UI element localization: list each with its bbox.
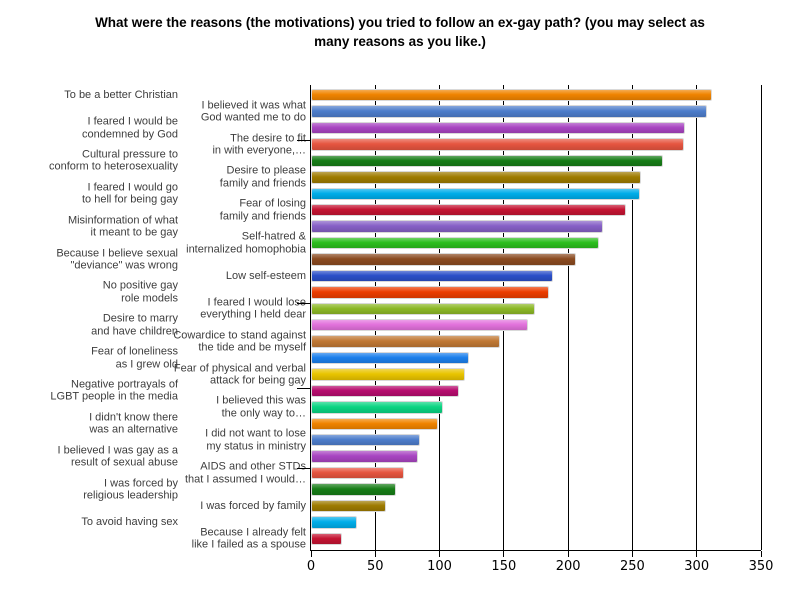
label-leader-line — [297, 302, 310, 304]
bar — [311, 105, 707, 118]
x-tick-label: 350 — [748, 559, 774, 574]
x-tick-label: 50 — [367, 559, 384, 574]
bar-label: No positive gay role models — [102, 279, 178, 305]
bar-label: Desire to marry and have children — [91, 312, 178, 338]
bar-label: Desire to please family and friends — [219, 164, 306, 190]
bar — [311, 466, 404, 480]
bar-label: Because I believe sexual "deviance" was … — [56, 247, 178, 272]
bar-label: Cowardice to stand against the tide and … — [173, 329, 306, 354]
x-tick-label: 200 — [555, 559, 581, 574]
bar-label: Because I already felt like I failed as … — [191, 526, 306, 551]
bar-label: AIDS and other STDs that I assumed I wou… — [184, 460, 306, 486]
bar — [311, 483, 396, 496]
x-tick-label: 250 — [620, 559, 645, 574]
bar — [311, 203, 626, 217]
x-axis-tick — [503, 551, 505, 557]
bar-label: To be a better Christian — [64, 88, 178, 101]
bar — [311, 269, 553, 283]
bar — [311, 171, 642, 184]
x-axis-tick — [696, 551, 698, 557]
bar — [311, 417, 439, 431]
x-axis-tick — [310, 551, 312, 557]
bar-label: The desire to fit in with everyone,… — [212, 132, 306, 157]
bar — [311, 318, 529, 332]
bar-label: Negative portrayals of LGBT people in th… — [50, 378, 178, 403]
bar — [311, 450, 418, 463]
bar — [311, 433, 421, 447]
bar — [311, 154, 664, 168]
bar-label: To avoid having sex — [81, 516, 178, 529]
bar — [311, 220, 603, 233]
x-tick-label: 100 — [427, 559, 452, 574]
bar-label: Misinformation of what it meant to be ga… — [67, 214, 178, 239]
x-axis-tick — [567, 551, 569, 557]
bar-label: Cultural pressure to conform to heterose… — [48, 148, 178, 173]
plot-area: 0 50 100 150 200 250 300 350 — [307, 85, 773, 574]
bar-label: Fear of loneliness as I grew old — [91, 345, 178, 371]
bar — [311, 88, 713, 102]
bar-label: I didn't know there was an alternative — [89, 411, 178, 436]
bar — [311, 286, 549, 299]
bar-label: I was forced by family — [200, 499, 306, 512]
bar-label: Self-hatred & internalized homophobia — [186, 230, 306, 256]
gridline — [503, 85, 505, 550]
bar-label: Fear of losing family and friends — [219, 197, 306, 223]
gridline — [760, 85, 762, 550]
bar — [311, 302, 535, 316]
bar-label: I feared I would be condemned by God — [81, 115, 178, 141]
x-tick-label: 0 — [306, 559, 316, 574]
bar — [311, 335, 500, 348]
label-leader-line — [297, 387, 310, 389]
bar — [311, 187, 641, 201]
x-tick-label: 150 — [491, 559, 517, 574]
gridline — [567, 85, 569, 550]
bar — [311, 401, 444, 414]
x-axis-tick — [760, 551, 762, 557]
chart-title: What were the reasons (the motivations) … — [95, 15, 705, 49]
bar — [311, 384, 459, 398]
bar-label: Low self-esteem — [225, 269, 306, 282]
gridline — [439, 85, 441, 550]
x-axis-tick — [631, 551, 633, 557]
bar-label: I was forced by religious leadership — [83, 477, 178, 502]
gridline — [631, 85, 633, 550]
label-leader-line — [297, 139, 310, 141]
bar — [311, 532, 342, 546]
bar — [311, 368, 466, 381]
bar — [311, 121, 686, 135]
bar-label: I did not want to lose my status in mini… — [205, 427, 306, 453]
bar-label: I believed I was gay as a result of sexu… — [57, 444, 178, 469]
gridline — [374, 85, 376, 550]
bar — [311, 236, 599, 250]
x-tick-label: 300 — [684, 559, 710, 574]
bar — [311, 516, 358, 529]
label-leader-line — [297, 468, 310, 470]
bar-label: Fear of physical and verbal attack for b… — [173, 362, 306, 387]
gridline — [696, 85, 698, 550]
x-axis-tick — [374, 551, 376, 557]
bar-label: I feared I would go to hell for being ga… — [81, 181, 178, 206]
bar — [311, 138, 684, 151]
bar — [311, 351, 470, 365]
bar-label: I believed it was what God wanted me to … — [200, 99, 306, 124]
bar — [311, 253, 576, 266]
x-axis-tick — [439, 551, 441, 557]
bar — [311, 499, 386, 513]
bar-label: I believed this was the only way to… — [216, 394, 306, 420]
bar-label: I feared I would lose everything I held … — [200, 296, 306, 321]
